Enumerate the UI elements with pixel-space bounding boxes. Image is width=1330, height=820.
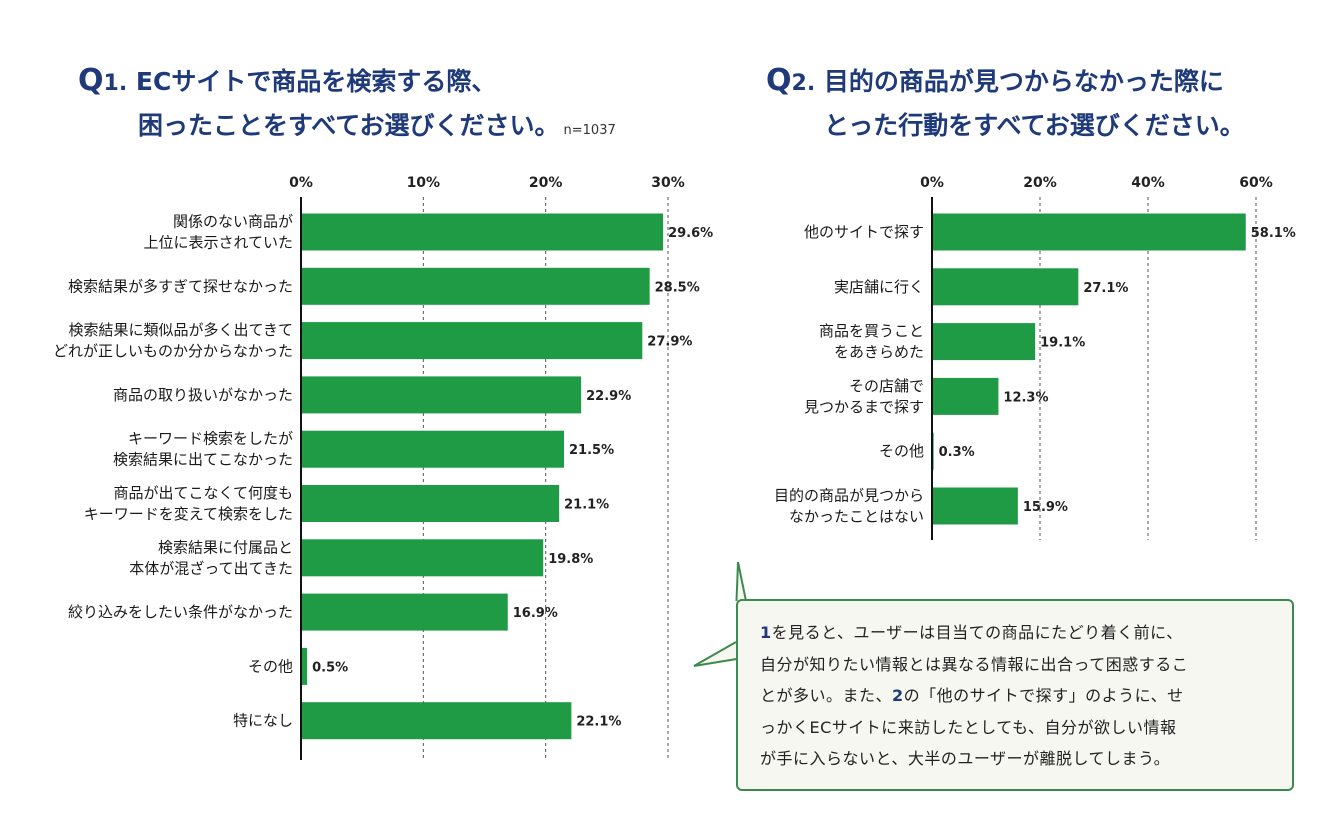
- category-label: 商品が出てこなくて何度も: [113, 484, 293, 502]
- q1-title: Q1. ECサイトで商品を検索する際、 困ったことをすべてお選びください。 n=1…: [78, 60, 616, 152]
- tick-label: 0%: [920, 175, 944, 191]
- data-label: 15.9%: [1023, 500, 1068, 515]
- category-label: キーワード検索をしたが: [128, 430, 293, 448]
- tick-label: 10%: [407, 175, 441, 191]
- category-label: 特になし: [233, 712, 293, 730]
- category-label: 目的の商品が見つから: [774, 487, 924, 505]
- callout-line4: っかくECサイトに来訪したとしても、自分が欲しい情報: [760, 717, 1177, 737]
- category-label: 検索結果に付属品と: [158, 538, 293, 556]
- category-label: 見つかるまで探す: [804, 398, 924, 416]
- q1-title-line2: 困ったことをすべてお選びください。: [138, 111, 560, 140]
- category-label: をあきらめた: [834, 343, 924, 361]
- category-label: その他: [248, 657, 293, 675]
- callout-box: 1を見ると、ユーザーは目当ての商品にたどり着く前に、 自分が知りたい情報とは異な…: [736, 599, 1294, 791]
- bar: [301, 322, 643, 360]
- bar: [932, 213, 1246, 251]
- bar: [301, 539, 544, 577]
- bar: [301, 593, 508, 631]
- bar: [932, 323, 1036, 361]
- category-label: 検索結果に出てこなかった: [113, 451, 293, 469]
- data-label: 22.9%: [586, 389, 631, 404]
- q2-title-number: 2.: [791, 71, 816, 96]
- data-label: 27.1%: [1083, 281, 1128, 296]
- callout-line1: を見ると、ユーザーは目当ての商品にたどり着く前に、: [771, 623, 1183, 642]
- tick-label: 20%: [529, 175, 563, 191]
- data-label: 19.1%: [1040, 336, 1085, 351]
- data-label: 19.8%: [548, 552, 593, 567]
- callout-ref-q2: 2: [892, 686, 904, 705]
- category-label: 商品の取り扱いがなかった: [113, 386, 293, 404]
- q2-title: Q2. 目的の商品が見つからなかった際に とった行動をすべてお選びください。: [766, 60, 1245, 147]
- category-label: 他のサイトで探す: [804, 223, 924, 241]
- bar: [932, 487, 1018, 525]
- q2-title-prefix: Q: [766, 63, 792, 98]
- callout-line5: が手に入らないと、大半のユーザーが離脱してしまう。: [760, 749, 1171, 768]
- data-label: 16.9%: [513, 606, 558, 621]
- bar: [301, 702, 572, 740]
- data-label: 29.6%: [668, 226, 713, 241]
- q1-title-line1: ECサイトで商品を検索する際、: [135, 67, 497, 96]
- bar: [301, 430, 565, 468]
- q1-title-prefix: Q: [78, 63, 104, 98]
- bar: [301, 485, 560, 522]
- data-label: 21.1%: [564, 498, 609, 513]
- q2-title-line2: とった行動をすべてお選びください。: [824, 111, 1245, 140]
- category-label: 検索結果に類似品が多く出てきて: [68, 321, 293, 339]
- data-label: 0.5%: [312, 660, 348, 675]
- category-label: 絞り込みをしたい条件がなかった: [68, 603, 293, 621]
- tick-label: 0%: [289, 175, 313, 191]
- tick-label: 20%: [1023, 175, 1057, 191]
- q2-bar-chart: 0% 20% 40% 60% 58.1% 他のサイトで探す 27.1% 実店舗に行く 19.1%…: [774, 175, 1296, 540]
- tick-label: 40%: [1131, 175, 1165, 191]
- category-label: 本体が混ざって出てきた: [129, 559, 293, 577]
- data-label: 27.9%: [647, 335, 692, 350]
- q1-sample-size: n=1037: [563, 123, 616, 138]
- category-label: その店舗で: [849, 377, 924, 395]
- category-label: 商品を買うこと: [819, 322, 924, 340]
- bar: [932, 268, 1079, 306]
- callout-ref-q1: 1: [760, 623, 772, 642]
- category-label: その他: [879, 442, 924, 460]
- bar: [301, 213, 664, 251]
- category-label: 検索結果が多すぎて探せなかった: [68, 277, 293, 295]
- data-label: 28.5%: [655, 280, 700, 295]
- data-label: 12.3%: [1003, 390, 1048, 405]
- bar: [301, 376, 582, 414]
- category-label: キーワードを変えて検索をした: [84, 505, 293, 523]
- bar: [301, 647, 308, 685]
- data-label: 22.1%: [576, 715, 621, 730]
- callout-line3a: とが多い。また、: [760, 686, 893, 705]
- bar: [301, 267, 650, 305]
- callout-line2: 自分が知りたい情報とは異なる情報に出合って困惑するこ: [760, 654, 1189, 674]
- category-label: 実店舗に行く: [834, 278, 924, 296]
- data-label: 0.3%: [939, 445, 975, 460]
- category-label: どれが正しいものか分からなかった: [53, 342, 293, 360]
- tick-label: 30%: [651, 175, 685, 191]
- data-label: 21.5%: [569, 443, 614, 458]
- bar: [932, 377, 999, 415]
- category-label: 関係のない商品が: [173, 213, 293, 231]
- data-label: 58.1%: [1251, 226, 1296, 241]
- tick-label: 60%: [1239, 175, 1273, 191]
- q1-title-number: 1.: [103, 71, 128, 96]
- category-label: なかったことはない: [789, 508, 924, 526]
- callout-line3b: の「他のサイトで探す」のように、せ: [903, 686, 1184, 705]
- q2-title-line1: 目的の商品が見つからなかった際に: [823, 67, 1224, 96]
- category-label: 上位に表示されていた: [143, 234, 293, 252]
